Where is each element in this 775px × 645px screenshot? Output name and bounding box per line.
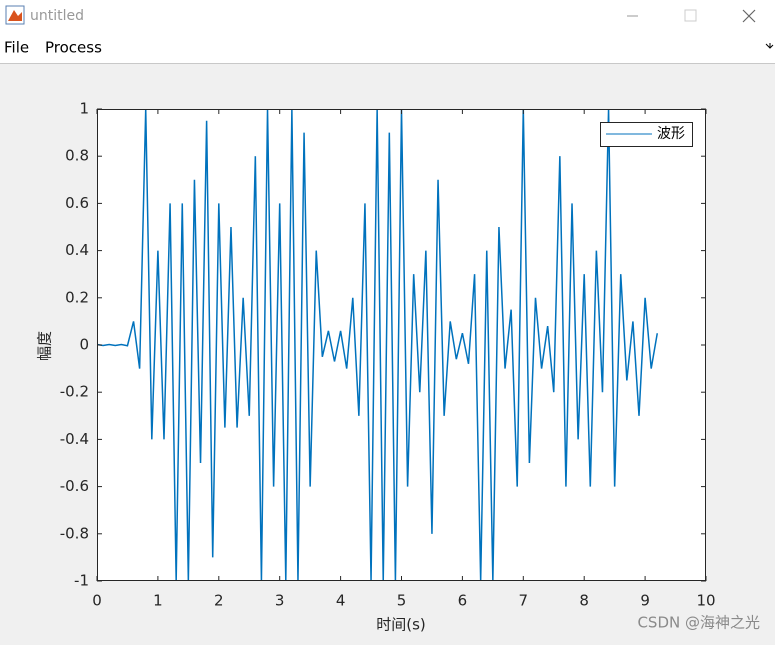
axes-background (97, 109, 706, 581)
x-tick-label: 1 (153, 592, 163, 610)
y-tick-label: 0 (79, 336, 89, 354)
legend: 波形 (600, 122, 693, 147)
watermark: CSDN @海神之光 (637, 614, 760, 632)
x-tick-label: 3 (275, 592, 285, 610)
toolbar-toggle[interactable] (765, 43, 774, 49)
y-axis-label: 幅度 (36, 331, 54, 361)
x-tick-label: 6 (458, 592, 468, 610)
x-tick-label: 10 (696, 592, 715, 610)
y-tick-label: 0.2 (65, 288, 89, 306)
y-tick-label: -0.8 (60, 524, 89, 542)
x-tick-label: 8 (579, 592, 589, 610)
window-title: untitled (30, 8, 84, 24)
y-tick-label: 1 (79, 100, 89, 118)
x-tick-label: 0 (92, 592, 102, 610)
y-tick-label: -0.6 (60, 477, 89, 495)
y-tick-label: 0.8 (65, 147, 89, 165)
close-button[interactable] (742, 9, 756, 23)
x-tick-label: 5 (397, 592, 407, 610)
app-icon-glyph (8, 10, 22, 21)
waveform (97, 109, 659, 581)
maximize-button[interactable] (684, 9, 697, 22)
title-bar (0, 0, 775, 32)
y-tick-label: 0.4 (65, 241, 89, 259)
menu-item[interactable]: Process (45, 39, 102, 57)
y-tick-label: 0.6 (65, 194, 89, 212)
x-tick-label: 4 (336, 592, 346, 610)
x-tick-label: 7 (519, 592, 529, 610)
y-tick-label: -0.4 (60, 430, 89, 448)
x-tick-label: 9 (640, 592, 650, 610)
y-tick-label: -0.2 (60, 383, 89, 401)
y-tick-label: -1 (74, 572, 89, 590)
x-tick-label: 2 (214, 592, 224, 610)
menu-item[interactable]: File (4, 39, 29, 57)
plot-area (97, 109, 659, 581)
axes: 0 1 2 3 4 5 6 7 8 9 10 -1 -0.8 -0.6 -0.4 -0.2 0 0.2 0.4 0.6… (60, 100, 716, 610)
menu-bar (0, 32, 775, 63)
legend-label: 波形 (657, 126, 685, 142)
x-axis-label: 时间(s) (376, 616, 426, 634)
